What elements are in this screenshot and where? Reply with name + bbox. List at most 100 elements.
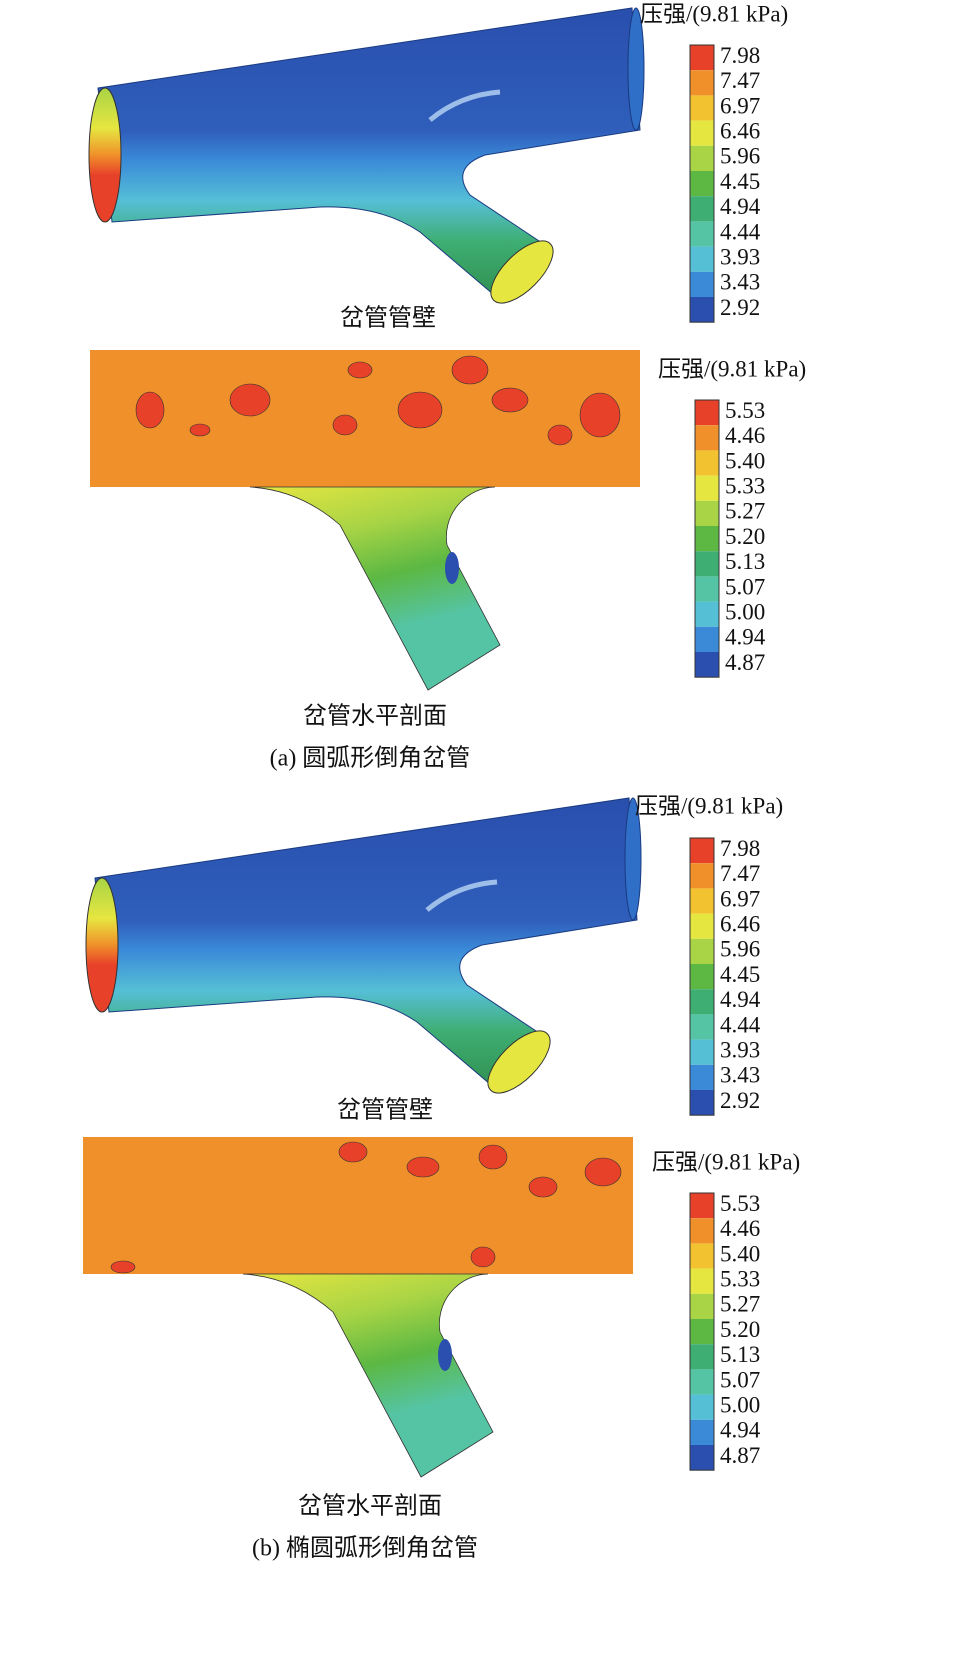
colorbar-swatch	[690, 1064, 714, 1090]
colorbar-swatch	[690, 1369, 714, 1395]
panel-caption: (a) 圆弧形倒角岔管	[270, 745, 471, 772]
colorbar-label: 4.87	[720, 1443, 760, 1468]
colorbar-label: 5.13	[720, 1342, 760, 1367]
high-pressure-spot	[338, 1141, 368, 1163]
colorbar-frame	[689, 1192, 715, 1471]
high-pressure-spot	[135, 391, 165, 429]
colorbar-swatch	[690, 120, 714, 146]
colorbar-swatch	[690, 1014, 714, 1040]
colorbar-label: 5.40	[725, 448, 765, 473]
legend-title: 压强/(9.81 kPa)	[658, 356, 806, 381]
colorbar-swatch	[695, 425, 719, 451]
colorbar-swatch	[690, 989, 714, 1015]
colorbar-label: 5.33	[720, 1266, 760, 1291]
colorbar-swatch	[690, 1218, 714, 1244]
colorbar-swatch	[690, 888, 714, 914]
high-pressure-spot	[189, 423, 211, 437]
high-pressure-spot	[491, 387, 529, 413]
colorbar-label: 5.96	[720, 144, 760, 169]
colorbar-label: 6.46	[720, 118, 760, 143]
high-pressure-spot	[397, 391, 443, 429]
colorbar-swatch	[690, 246, 714, 272]
colorbar-label: 4.44	[720, 219, 761, 244]
colorbar-label: 4.45	[720, 962, 760, 987]
colorbar-label: 5.33	[725, 473, 765, 498]
colorbar-label: 3.93	[720, 1037, 760, 1062]
pipe-section	[90, 350, 640, 691]
colorbar-label: 2.92	[720, 1088, 760, 1113]
colorbar-label: 5.00	[720, 1392, 760, 1417]
colorbar-label: 5.07	[720, 1367, 760, 1392]
colorbar-swatch	[690, 70, 714, 96]
pipe-wall	[85, 797, 642, 1094]
colorbar-frame	[689, 44, 715, 323]
pipe-right-end	[627, 7, 645, 131]
colorbar-swatch	[690, 913, 714, 939]
colorbar-label: 4.87	[725, 650, 765, 675]
colorbar-frame	[689, 837, 715, 1116]
colorbar-label: 7.98	[720, 43, 760, 68]
pipe-left-end	[85, 877, 119, 1013]
colorbar-swatch	[690, 1090, 714, 1116]
pipe-section	[83, 1137, 633, 1478]
colorbar-label: 4.94	[720, 1418, 761, 1443]
colorbar-swatch	[690, 145, 714, 171]
colorbar-swatch	[690, 838, 714, 864]
colorbar: 压强/(9.81 kPa) 5.534.465.405.335.275.205.1…	[658, 356, 806, 678]
branch-end	[490, 240, 554, 304]
colorbar-swatch	[690, 964, 714, 990]
colorbar-label: 5.00	[725, 599, 765, 624]
colorbar-label: 5.20	[725, 524, 765, 549]
colorbar-swatch	[695, 576, 719, 602]
colorbar-label: 6.97	[720, 93, 760, 118]
high-pressure-spot	[584, 1157, 622, 1187]
colorbar: 压强/(9.81 kPa) 7.987.476.976.465.964.454.9…	[640, 1, 788, 323]
colorbar-label: 4.94	[725, 625, 766, 650]
colorbar-swatch	[695, 400, 719, 426]
colorbar-swatch	[690, 196, 714, 222]
colorbar-swatch	[690, 938, 714, 964]
colorbar-swatch	[690, 221, 714, 247]
colorbar-label: 4.94	[720, 194, 761, 219]
colorbar-swatch	[690, 1344, 714, 1370]
colorbar-label: 3.43	[720, 1063, 760, 1088]
subfigure-label: 岔管水平剖面	[298, 1493, 442, 1520]
colorbar-label: 3.43	[720, 270, 760, 295]
low-pressure-zone	[445, 552, 459, 584]
subfigure-label: 岔管管壁	[337, 1097, 433, 1124]
pipe-right-end	[624, 797, 642, 921]
colorbar-label: 3.93	[720, 244, 760, 269]
colorbar-swatch	[690, 1268, 714, 1294]
colorbar-swatch	[690, 1193, 714, 1219]
colorbar-swatch	[690, 1445, 714, 1471]
legend-title: 压强/(9.81 kPa)	[640, 1, 788, 26]
colorbar-label: 4.46	[720, 1216, 760, 1241]
pipe-highlight	[428, 89, 501, 122]
pipe-body	[97, 7, 641, 301]
colorbar-label: 6.97	[720, 886, 760, 911]
colorbar-swatch	[690, 1319, 714, 1345]
pipe-body	[94, 797, 638, 1091]
high-pressure-spot	[332, 414, 358, 436]
branch-end	[487, 1030, 551, 1094]
colorbar-swatch	[690, 297, 714, 323]
panel-caption: (b) 椭圆弧形倒角岔管	[252, 1535, 478, 1562]
high-pressure-spot	[347, 361, 373, 379]
high-pressure-spot	[451, 355, 489, 385]
colorbar-swatch	[695, 526, 719, 552]
colorbar-swatch	[690, 95, 714, 121]
legend-title: 压强/(9.81 kPa)	[635, 793, 783, 818]
high-pressure-spot	[579, 392, 621, 438]
high-pressure-spot	[528, 1176, 558, 1198]
subfigure-label: 岔管管壁	[340, 305, 436, 332]
colorbar-label: 5.20	[720, 1317, 760, 1342]
colorbar-swatch	[695, 626, 719, 652]
colorbar-swatch	[695, 475, 719, 501]
colorbar-label: 5.40	[720, 1241, 760, 1266]
colorbar-label: 5.13	[725, 549, 765, 574]
high-pressure-spot	[110, 1260, 136, 1274]
colorbar-swatch	[695, 652, 719, 678]
colorbar-swatch	[690, 1293, 714, 1319]
section-branch	[249, 486, 501, 691]
